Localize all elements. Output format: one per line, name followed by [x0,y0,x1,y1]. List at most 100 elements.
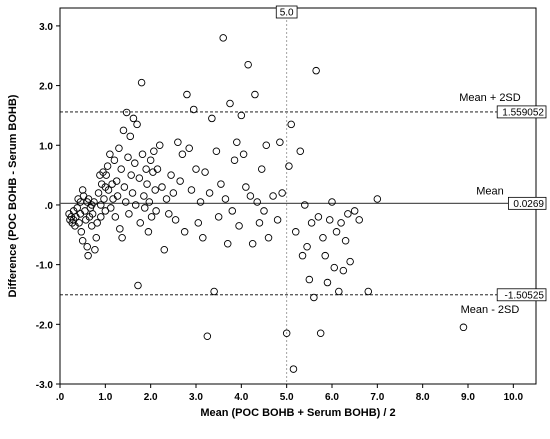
data-point [212,147,221,155]
data-point [189,105,198,114]
data-point [138,150,147,158]
data-point [125,210,133,218]
data-point [94,189,103,197]
data-point [219,34,227,42]
data-point [305,275,314,284]
data-point [325,216,334,224]
data-point [90,198,98,206]
data-point [214,213,223,221]
data-point [187,186,196,194]
reference-value-box-0-text: 1.559052 [502,107,544,118]
data-point [344,210,352,218]
data-point [282,329,291,338]
data-point [110,156,119,164]
data-point [103,162,112,170]
data-point [162,195,171,203]
x-tick-label: 5.0 [280,392,294,403]
data-point [91,245,99,254]
data-point [169,189,178,197]
data-point [239,150,248,158]
x-tick-label: 1.0 [98,392,112,403]
data-point [203,332,212,341]
data-point [185,144,193,153]
data-point [143,180,151,188]
data-point [253,198,261,206]
data-point [112,177,121,185]
data-point [131,159,139,167]
data-point [350,207,359,215]
data-point [180,228,189,236]
reference-value-box-2-frame [496,288,547,302]
data-point [165,210,173,218]
data-point [321,251,329,260]
data-point [92,234,101,242]
data-point [235,222,243,230]
data-point [111,213,120,221]
data-point [303,242,311,251]
data-point [228,207,237,215]
data-point [147,213,156,221]
data-point [355,216,363,224]
data-point [152,207,160,215]
data-point [226,99,234,108]
data-point [276,138,284,147]
data-point [310,293,318,302]
data-point [129,114,138,123]
reference-value-box-0-frame [496,105,547,119]
x-tick-label: 4.0 [234,392,248,403]
reference-value-box-1: 0.0269 [507,196,547,210]
data-point [221,195,230,203]
x-tick-label: 9.0 [461,392,475,403]
data-point [100,195,108,203]
reference-lines: Mean + 2SD 1.559052 Mean 0.0269 Mean - 2SD -1… [60,5,547,384]
data-point [171,216,180,224]
data-point [242,183,250,191]
data-point [210,287,218,296]
reference-value-box-2-text: -1.50525 [505,290,545,301]
data-point [337,219,345,227]
data-point [316,329,325,338]
y-tick-label: .0 [45,201,54,212]
data-point [312,66,320,75]
reference-value-box-3-text: 5.0 [280,8,294,19]
x-tick-label: 8.0 [416,392,430,403]
data-point [97,213,105,221]
data-point [262,141,271,150]
data-point [346,257,354,266]
plot-area-frame [59,7,537,385]
data-point [73,204,81,212]
data-point [78,237,87,245]
data-point [273,216,282,224]
data-point [237,111,246,120]
data-point [135,174,144,182]
data-point [287,120,295,129]
data-point [167,171,175,179]
data-point [158,183,166,191]
data-point [289,365,298,373]
data-point [107,204,115,212]
x-tick-label: 3.0 [189,392,203,403]
data-point [122,108,131,117]
x-tick-label: .0 [56,392,65,403]
data-point [248,239,257,248]
data-point [140,192,148,200]
data-point [145,198,154,206]
data-point [144,228,153,236]
data-point [223,239,232,248]
data-point [113,192,122,200]
data-point [373,195,382,203]
data-point [278,189,286,197]
data-point [118,234,126,242]
data-point [117,165,125,173]
data-point [150,147,158,155]
data-point [364,287,373,296]
data-point [160,245,169,254]
data-point [127,171,135,179]
data-point [183,90,191,99]
data-point [78,186,87,194]
data-point [285,162,293,170]
data-point [141,204,149,212]
data-point [341,237,350,245]
axes: .0 1.0 2.0 3.0 4.0 5.0 6.0 7.0 8.0 9.0 10.0 3.0 2.0 1… [36,22,524,403]
